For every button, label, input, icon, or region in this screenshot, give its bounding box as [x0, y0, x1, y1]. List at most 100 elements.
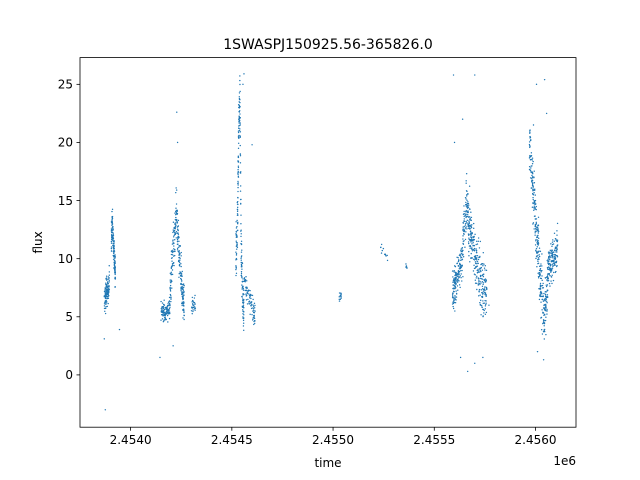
data-point — [475, 243, 477, 246]
data-point — [470, 252, 472, 255]
data-point — [459, 264, 461, 266]
data-point — [530, 152, 533, 154]
outlier-point — [452, 74, 455, 76]
data-point — [161, 302, 164, 304]
data-point — [460, 273, 462, 275]
data-point — [545, 295, 547, 298]
data-point — [537, 262, 539, 265]
data-point — [237, 173, 239, 176]
data-point — [181, 287, 183, 290]
data-point — [239, 106, 241, 108]
data-point — [173, 230, 175, 233]
data-point — [475, 251, 478, 253]
data-point — [191, 303, 194, 305]
data-point — [242, 301, 244, 304]
data-point — [162, 314, 164, 316]
data-point — [471, 257, 473, 260]
data-point — [114, 286, 116, 288]
data-point — [181, 301, 183, 303]
data-point — [474, 249, 476, 251]
data-point — [237, 166, 240, 169]
data-point — [468, 223, 470, 225]
data-point — [539, 265, 542, 267]
data-point — [164, 316, 166, 319]
data-point — [462, 238, 464, 240]
data-point — [242, 289, 245, 291]
data-point — [111, 221, 113, 223]
data-point — [529, 135, 531, 138]
data-point — [479, 294, 481, 296]
data-point — [543, 307, 545, 310]
data-point — [534, 232, 536, 234]
data-point — [253, 316, 256, 318]
data-point — [236, 246, 239, 249]
data-point — [178, 273, 180, 275]
data-point — [112, 233, 115, 235]
data-point — [237, 186, 239, 189]
data-point — [465, 211, 467, 213]
data-point — [182, 304, 185, 307]
data-point — [250, 301, 253, 303]
data-point — [539, 267, 542, 270]
data-point — [235, 231, 238, 233]
data-point — [534, 225, 536, 227]
data-point — [103, 305, 106, 307]
data-point — [239, 101, 241, 104]
data-point — [552, 256, 554, 258]
data-point — [552, 257, 554, 259]
data-point — [236, 245, 238, 248]
data-point — [463, 210, 465, 213]
data-point — [554, 271, 557, 274]
data-point — [469, 226, 471, 228]
data-point — [477, 240, 480, 242]
data-point — [531, 183, 534, 185]
data-point — [250, 305, 252, 307]
outlier-point — [242, 83, 244, 86]
data-point — [457, 265, 460, 267]
data-point — [180, 251, 182, 254]
data-point — [181, 304, 183, 307]
data-point — [178, 276, 180, 278]
data-point — [171, 287, 173, 289]
data-point — [538, 254, 540, 256]
data-point — [536, 246, 538, 248]
y-tick-label: 10 — [58, 252, 73, 266]
data-point — [241, 298, 244, 300]
data-point — [241, 296, 243, 298]
data-point — [542, 295, 545, 297]
data-point — [340, 297, 342, 299]
data-point — [173, 254, 176, 257]
data-point — [529, 158, 532, 161]
data-point — [551, 267, 554, 269]
data-point — [551, 254, 553, 257]
data-point — [478, 295, 480, 297]
data-point — [169, 289, 172, 291]
data-point — [454, 265, 456, 267]
data-point — [465, 173, 468, 175]
data-point — [465, 222, 467, 225]
data-point — [172, 229, 174, 231]
data-point — [477, 277, 479, 279]
data-point — [529, 169, 532, 172]
data-point — [175, 237, 177, 239]
data-point — [245, 276, 247, 278]
data-point — [470, 211, 472, 213]
data-point — [235, 265, 237, 267]
data-point — [533, 189, 536, 192]
data-point — [162, 303, 165, 306]
data-point — [253, 302, 256, 305]
data-point — [178, 263, 181, 266]
data-point — [483, 302, 486, 304]
data-point — [451, 270, 454, 272]
data-point — [452, 301, 454, 303]
data-point — [110, 242, 113, 244]
data-point — [170, 273, 173, 275]
data-point — [107, 295, 110, 297]
data-point — [385, 255, 387, 257]
data-point — [484, 299, 486, 302]
data-point — [553, 259, 555, 261]
data-point — [545, 305, 547, 307]
data-point — [482, 265, 484, 267]
data-point — [471, 224, 473, 226]
data-point — [104, 296, 107, 299]
